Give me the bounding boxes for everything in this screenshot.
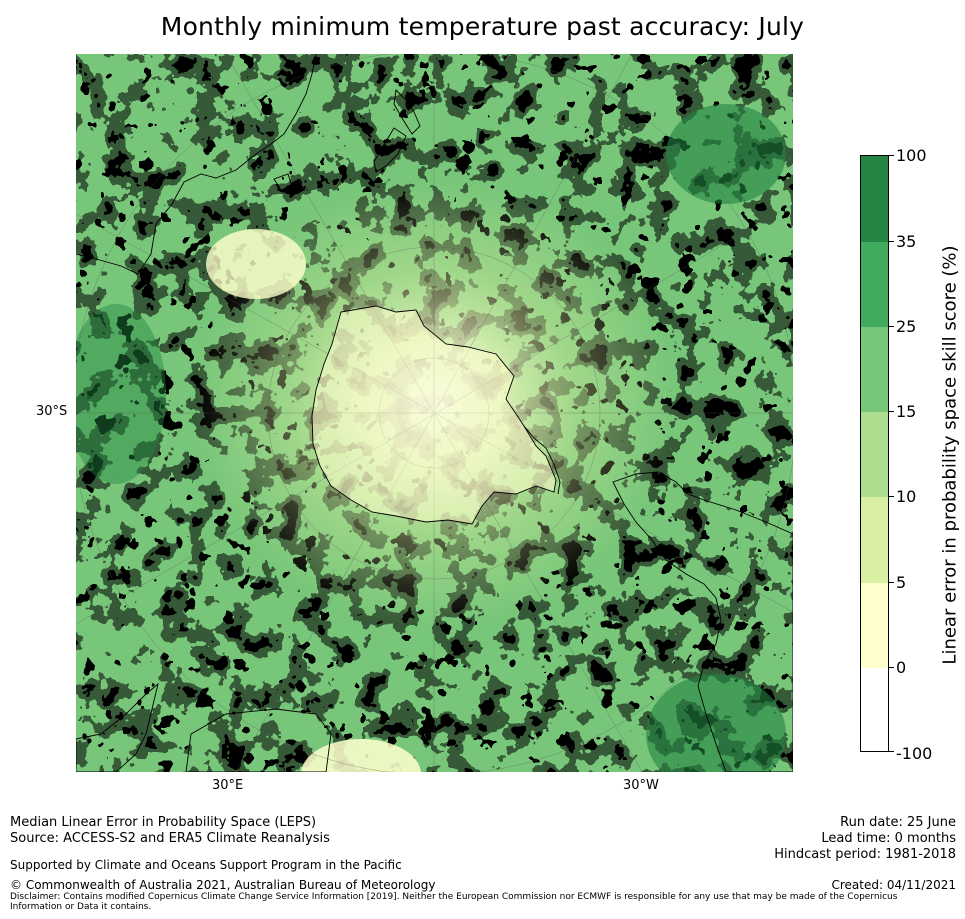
southern-africa-outline	[76, 682, 159, 772]
colorbar-bin-10-15	[861, 412, 888, 497]
colorbar-tick-label: -100	[896, 744, 933, 763]
footer-leps: Median Linear Error in Probability Space…	[10, 815, 317, 830]
colorbar-bin-15-25	[861, 327, 888, 412]
colorbar-tick	[889, 582, 894, 583]
colorbar-title: Linear error in probability space skill …	[939, 245, 961, 665]
madagascar	[185, 708, 332, 772]
colorbar-tick	[889, 411, 894, 412]
footer-copyright: © Commonwealth of Australia 2021, Austra…	[10, 878, 436, 892]
colorbar-tick	[889, 496, 894, 497]
antarctica-outline	[311, 305, 557, 525]
colorbar-tick	[889, 155, 894, 156]
lon-label-west: 30°W	[623, 778, 659, 793]
footer-source: Source: ACCESS-S2 and ERA5 Climate Reana…	[10, 831, 330, 846]
field-dark-patch-3	[76, 304, 166, 484]
field-dark-patch-2	[646, 674, 786, 772]
colorbar-bin-25-35	[861, 242, 888, 327]
antarctic-peninsula	[523, 425, 561, 495]
colorbar-bin-neg100-0	[861, 668, 888, 751]
colorbar-tick	[889, 751, 894, 752]
colorbar-bin-5-10	[861, 497, 888, 583]
south-america-outline	[612, 471, 793, 772]
colorbar-tick	[889, 667, 894, 668]
map-svg	[76, 54, 793, 772]
colorbar-tick-label: 10	[896, 487, 917, 506]
colorbar-tick-label: 0	[896, 658, 907, 677]
new-zealand-south	[373, 127, 407, 173]
colorbar-tick-label: 100	[896, 146, 927, 165]
colorbar-tick	[889, 326, 894, 327]
lat-label: 30°S	[36, 404, 68, 419]
colorbar-bin-0-5	[861, 583, 888, 668]
field-dark-patch-1	[666, 104, 786, 204]
colorbar-tick-label: 35	[896, 232, 917, 251]
colorbar-tick-label: 25	[896, 317, 917, 336]
skill-map	[76, 54, 793, 772]
footer-created: Created: 04/11/2021	[831, 878, 956, 892]
colorbar-tick-label: 15	[896, 402, 917, 421]
new-zealand-north	[393, 89, 421, 135]
colorbar-bin-35-100	[861, 156, 888, 242]
field-white-patch-1	[206, 229, 306, 299]
footer-lead-time: Lead time: 0 months	[821, 831, 956, 846]
lon-label-east: 30°E	[212, 778, 244, 793]
colorbar-tick-label: 5	[896, 573, 907, 592]
tasmania	[273, 173, 293, 191]
australia-outline	[76, 54, 317, 275]
footer-disclaimer: Disclaimer: Contains modified Copernicus…	[10, 892, 898, 912]
colorbar	[860, 155, 889, 752]
field-white-patch-2	[301, 739, 421, 772]
falkland-islands	[551, 570, 560, 575]
footer-run-date: Run date: 25 June	[840, 815, 956, 830]
footer-hindcast: Hindcast period: 1981-2018	[774, 847, 956, 862]
colorbar-tick	[889, 241, 894, 242]
footer-support: Supported by Climate and Oceans Support …	[10, 858, 402, 872]
map-title: Monthly minimum temperature past accurac…	[160, 12, 805, 41]
